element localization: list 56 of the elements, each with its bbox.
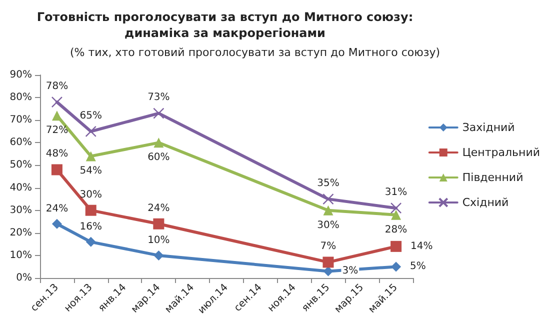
data-label: 14% [410,240,433,252]
y-tick-label: 10% [10,250,32,261]
point [153,218,164,230]
point [323,266,334,276]
chart-title: Готовність проголосувати за вступ до Митного союзу: динаміка за макрорегіонами [36,10,414,40]
y-tick-label: 20% [10,227,32,238]
legend-label: Східний [462,196,509,209]
y-tick-label: 90% [10,70,32,80]
point [86,236,96,247]
legend-label: Центральний [462,146,540,159]
data-label: 65% [80,110,102,122]
point [322,193,334,205]
point [323,205,334,216]
legend-label: Західний [462,121,515,134]
point [85,126,96,137]
point [390,240,402,252]
y-tick-label: 40% [10,182,32,194]
data-label: 28% [384,224,408,236]
data-label: 35% [317,178,340,189]
point [154,138,164,148]
y-tick-label: 80% [10,92,32,104]
data-label: 3% [342,266,358,277]
data-label: 54% [80,166,102,177]
data-label: 30% [317,220,340,231]
data-label: 30% [80,189,102,200]
data-label: 73% [148,92,170,104]
y-tick-label: 70% [10,114,32,126]
data-label: 10% [148,234,170,246]
point [322,256,334,268]
data-label: 48% [46,148,68,160]
point [86,151,96,162]
y-tick-label: 0% [16,272,32,284]
chart-subtitle: (% тих, хто готовий проголосувати за вступ до Митного союзу) [70,46,440,59]
data-label: 24% [46,203,68,214]
point [390,202,402,214]
point [51,96,63,108]
point [153,108,164,119]
y-tick-label: 50% [10,160,32,171]
data-label: 7% [320,241,336,252]
legend-label: Південний [462,171,524,184]
y-tick-label: 60% [10,137,32,148]
point [51,164,62,176]
data-label: 16% [80,221,102,232]
data-label: 72% [46,125,68,136]
data-label: 60% [148,152,170,164]
point [154,250,164,260]
data-label: 24% [148,202,170,214]
point [391,262,402,272]
point [391,210,402,220]
data-label: 5% [410,261,426,272]
point [52,110,62,121]
point [85,204,96,216]
point [52,218,62,229]
data-label: 31% [384,186,408,198]
data-label: 78% [46,80,68,92]
y-tick-label: 30% [10,204,32,216]
